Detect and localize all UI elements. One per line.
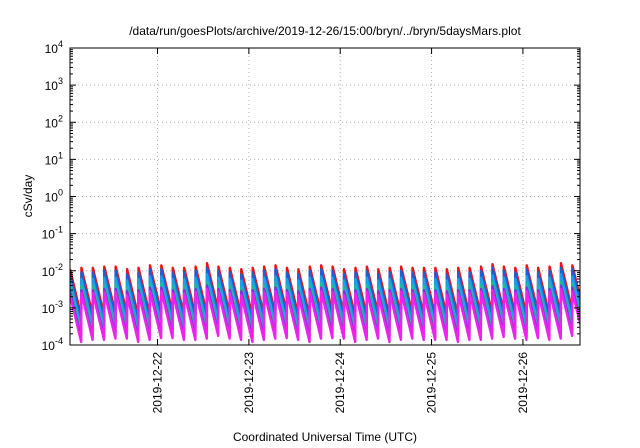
- chart-title: /data/run/goesPlots/archive/2019-12-26/1…: [129, 24, 521, 38]
- y-tick-label: 10-3: [42, 299, 63, 316]
- y-tick-base: 10: [42, 228, 56, 242]
- x-tick-label: 2019-12-24: [333, 352, 347, 414]
- y-tick-exponent: -1: [55, 225, 63, 235]
- y-tick-exponent: -4: [55, 336, 63, 346]
- y-tick-label: 103: [45, 76, 63, 93]
- y-tick-exponent: 3: [58, 76, 63, 86]
- y-tick-exponent: 1: [58, 150, 63, 160]
- series-layer: [70, 261, 580, 344]
- x-axis-label: Coordinated Universal Time (UTC): [233, 430, 417, 444]
- y-tick-base: 10: [45, 191, 59, 205]
- series-line-2: [70, 266, 580, 323]
- y-axis-label: cSv/day: [21, 175, 35, 218]
- y-tick-base: 10: [42, 302, 56, 316]
- y-tick-exponent: -3: [55, 299, 63, 309]
- y-tick-label: 10-4: [42, 336, 63, 353]
- y-tick-label: 100: [45, 188, 63, 205]
- y-tick-base: 10: [45, 153, 59, 167]
- y-tick-label: 102: [45, 113, 63, 130]
- series-line-6: [70, 287, 580, 344]
- y-tick-base: 10: [45, 116, 59, 130]
- y-tick-base: 10: [42, 339, 56, 353]
- y-tick-label: 101: [45, 150, 63, 167]
- y-tick-label: 104: [45, 39, 63, 56]
- x-tick-label: 2019-12-25: [425, 352, 439, 414]
- y-tick-base: 10: [45, 79, 59, 93]
- y-tick-label: 10-2: [42, 262, 63, 279]
- x-tick-label: 2019-12-23: [242, 352, 256, 414]
- y-tick-exponent: 0: [58, 188, 63, 198]
- x-tick-label: 2019-12-26: [516, 352, 530, 414]
- y-tick-exponent: -2: [55, 262, 63, 272]
- y-tick-exponent: 2: [58, 113, 63, 123]
- y-tick-label: 10-1: [42, 225, 63, 242]
- y-tick-base: 10: [42, 265, 56, 279]
- y-tick-exponent: 4: [58, 39, 63, 49]
- x-axis: 2019-12-22 2019-12-23 2019-12-24 2019-12-25…: [151, 48, 530, 413]
- x-tick-label: 2019-12-22: [151, 352, 165, 414]
- y-tick-base: 10: [45, 42, 59, 56]
- series-line-3: [70, 273, 580, 329]
